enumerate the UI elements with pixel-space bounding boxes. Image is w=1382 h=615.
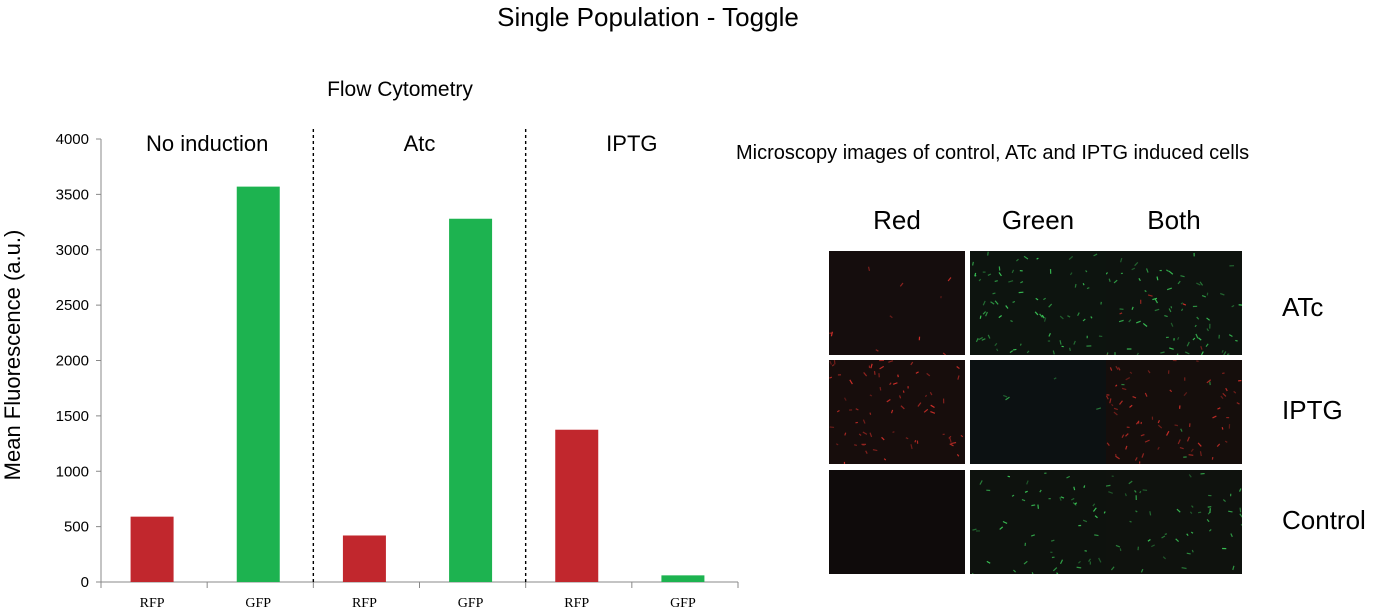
y-tick-label: 3500	[56, 186, 89, 203]
microscopy-image	[1106, 360, 1242, 464]
y-tick-label: 2000	[56, 353, 89, 370]
microscopy-image	[970, 251, 1106, 355]
row-label-iptg: IPTG	[1282, 395, 1343, 425]
column-header-green: Green	[1001, 205, 1075, 235]
microscopy-image-content	[829, 360, 965, 464]
group-label: No induction	[146, 131, 268, 156]
row-label-atc: ATc	[1282, 292, 1324, 322]
microscopy-image-content	[829, 251, 965, 355]
y-tick-label: 1000	[56, 463, 89, 480]
group-label: IPTG	[606, 131, 657, 156]
column-header-both: Both	[1147, 205, 1201, 235]
bar-gfp	[661, 575, 705, 582]
x-tick-label: GFP	[670, 596, 696, 611]
page-title: Single Population - Toggle	[497, 2, 799, 32]
microscopy-image-content	[1106, 251, 1242, 355]
bar-rfp	[130, 516, 174, 582]
microscopy-image-content	[1106, 360, 1242, 464]
microscopy-image	[1106, 470, 1242, 574]
microscopy-image	[970, 360, 1106, 464]
y-tick-label: 3000	[56, 242, 89, 259]
microscopy-image	[829, 251, 965, 355]
y-tick-label: 4000	[56, 131, 89, 148]
y-tick-label: 1500	[56, 408, 89, 425]
x-tick-label: GFP	[245, 596, 271, 611]
microscopy-image	[970, 470, 1106, 574]
microscopy-image-content	[970, 251, 1106, 355]
bar-rfp	[342, 535, 386, 582]
bar-gfp	[236, 186, 280, 582]
x-tick-label: RFP	[140, 596, 165, 611]
microscopy-image	[829, 360, 965, 464]
bar-chart: 0 500 1000 1500 2000 2500 3000 3500 4000 RFP GFP RF…	[56, 129, 739, 611]
microscopy-image-content	[970, 360, 1106, 464]
x-tick-label: RFP	[564, 596, 589, 611]
microscopy-image-content	[970, 470, 1106, 574]
microscopy-title: Microscopy images of control, ATc and IP…	[736, 142, 1250, 164]
row-label-control: Control	[1282, 505, 1366, 535]
microscopy-image-content	[829, 470, 965, 574]
y-tick-label: 500	[64, 519, 89, 536]
bar-gfp	[449, 218, 493, 583]
column-header-red: Red	[873, 205, 921, 235]
x-tick-label: GFP	[458, 596, 484, 611]
microscopy-image	[829, 470, 965, 574]
microscopy-image-content	[1106, 470, 1242, 574]
microscopy-image	[1106, 251, 1242, 355]
chart-title: Flow Cytometry	[327, 78, 473, 101]
x-tick-label: RFP	[352, 596, 377, 611]
y-tick-label: 2500	[56, 297, 89, 314]
group-label: Atc	[404, 131, 436, 156]
y-tick-label: 0	[81, 574, 89, 591]
bar-rfp	[555, 429, 599, 582]
